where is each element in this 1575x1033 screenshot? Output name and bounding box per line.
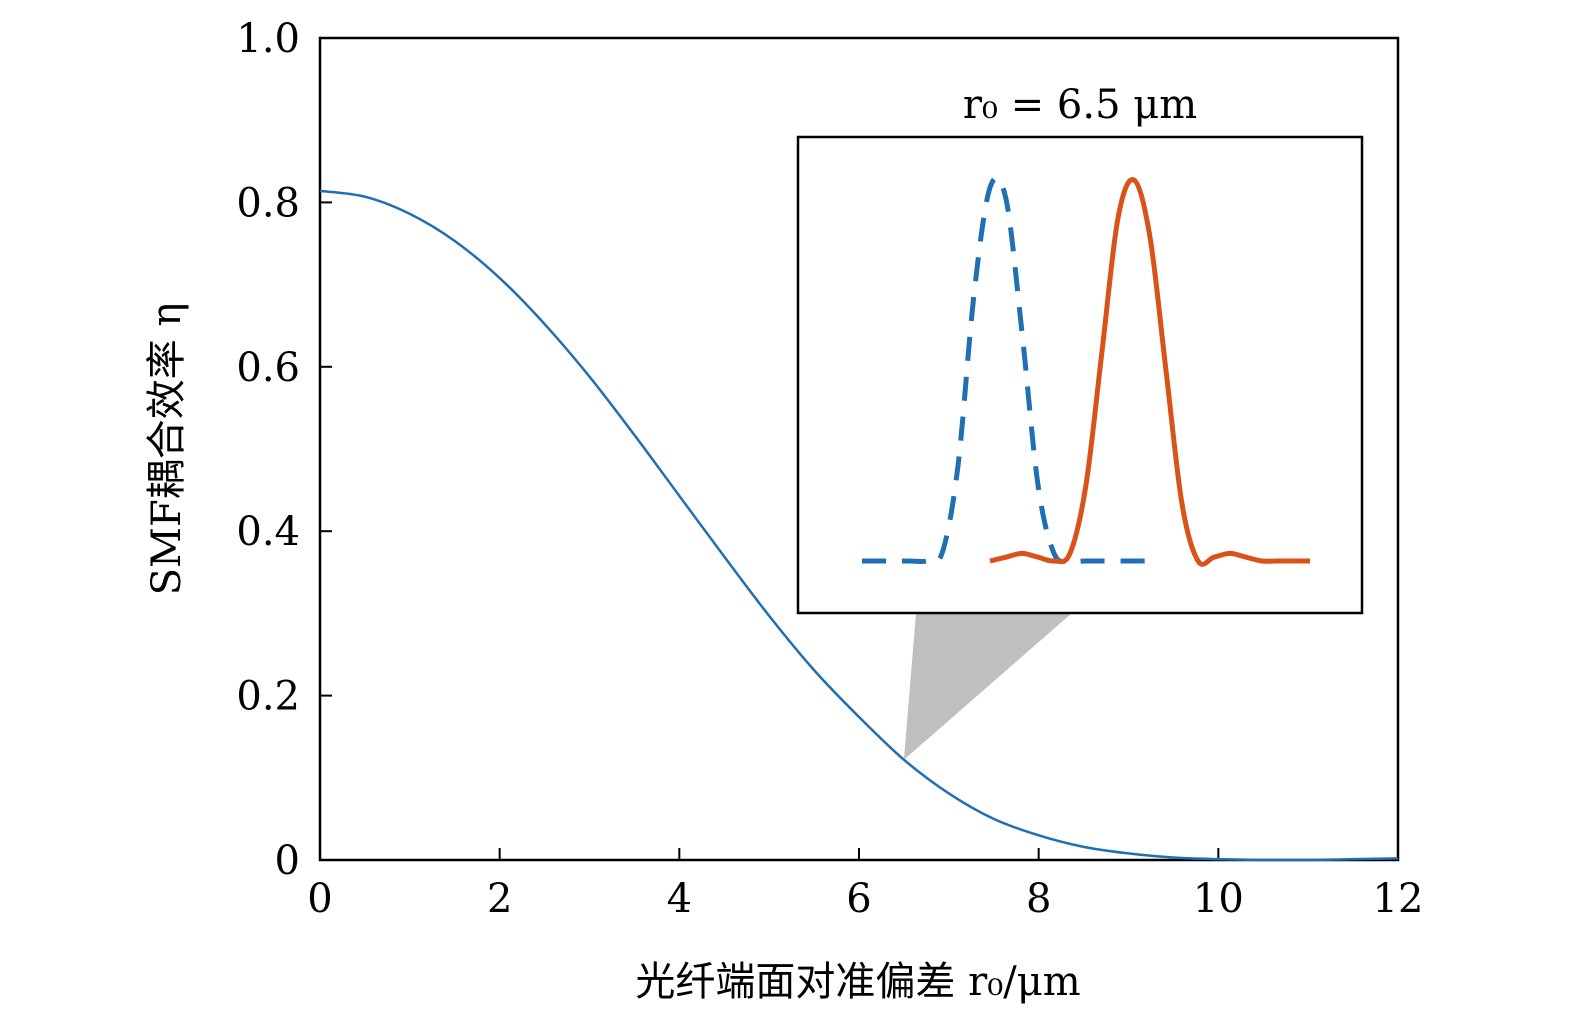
zoom-connector: [903, 613, 1072, 760]
y-tick-label: 0.4: [236, 509, 300, 555]
x-tick-label: 8: [1026, 876, 1051, 922]
x-tick-label: 10: [1193, 876, 1244, 922]
inset-title: r₀ = 6.5 μm: [963, 82, 1197, 128]
inset-frame: [796, 135, 1364, 615]
efficiency-curve: [319, 189, 1399, 862]
y-tick-label: 0.6: [236, 345, 300, 391]
y-tick-label: 0: [275, 838, 300, 884]
y-axis-title: SMF耦合效率 η: [144, 303, 190, 596]
x-axis-ticks: 0 2 4 6 8 10 12: [307, 848, 1423, 922]
x-tick-label: 6: [846, 876, 871, 922]
inset-solid-curve: [989, 177, 1310, 567]
x-axis-title: 光纤端面对准偏差 r₀/μm: [635, 959, 1080, 1005]
x-tick-label: 0: [307, 876, 332, 922]
y-tick-label: 0.2: [236, 674, 300, 720]
y-tick-label: 0.8: [236, 180, 300, 226]
y-axis-ticks: 0 0.2 0.4 0.6 0.8 1.0: [236, 16, 332, 884]
x-tick-label: 2: [487, 876, 512, 922]
inset-dashed-curve: [862, 175, 1150, 566]
x-tick-label: 12: [1373, 876, 1424, 922]
x-tick-label: 4: [667, 876, 692, 922]
y-tick-label: 1.0: [236, 16, 300, 62]
